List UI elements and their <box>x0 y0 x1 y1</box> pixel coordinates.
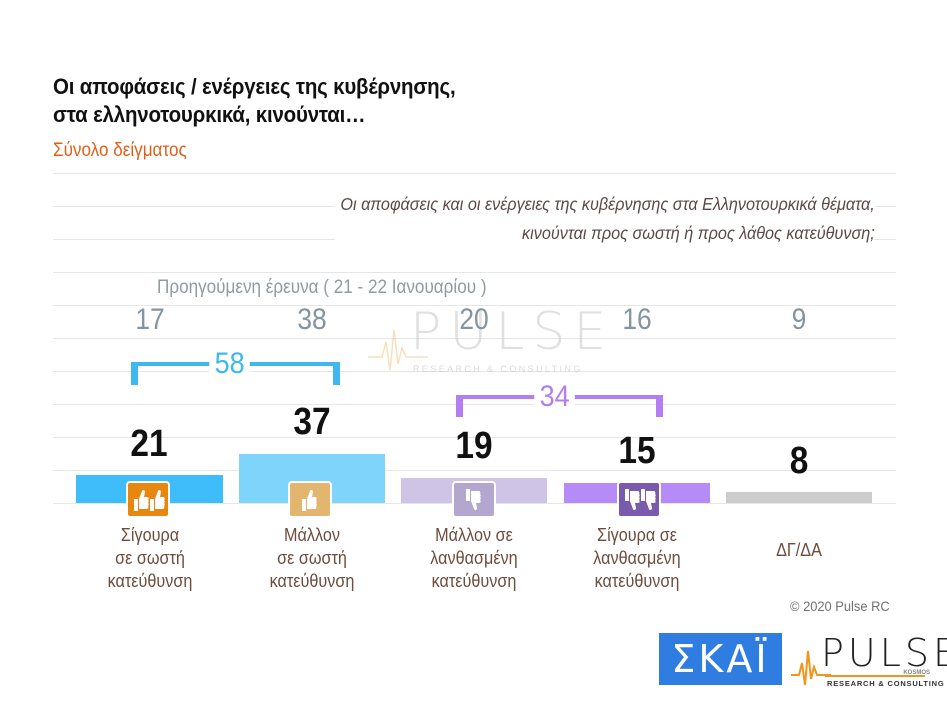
gridline <box>53 437 896 438</box>
pulse-logo-small: KOSMOS <box>903 670 930 676</box>
category-label-line: κατεύθυνση <box>594 571 680 591</box>
watermark-brand: PULSE <box>410 302 615 362</box>
title-line-1: Οι αποφάσεις / ενέργειες της κυβέρνησης, <box>53 74 456 99</box>
gridline <box>53 338 896 339</box>
previous-value: 17 <box>135 303 165 336</box>
category-label-line: Σίγουρα σε <box>597 525 677 545</box>
question-line-2: κινούνται προς σωστή ή προς λάθος κατεύθ… <box>522 223 875 243</box>
gridline <box>53 173 896 174</box>
gridline <box>53 404 896 405</box>
pulse-logo-line <box>825 675 925 677</box>
bracket-label: 34 <box>534 380 576 414</box>
category-label-line: Μάλλον <box>284 525 340 545</box>
title-line-2: στα ελληνοτουρκικά, κινούνται… <box>53 102 366 127</box>
pulse-logo-text: PULSE <box>821 631 947 675</box>
pulse-watermark: PULSE RESEARCH & CONSULTING <box>368 302 606 382</box>
gridline <box>53 305 896 306</box>
double-thumbs-up-icon <box>126 481 170 518</box>
bar-value: 8 <box>789 440 809 482</box>
category-label-line: κατεύθυνση <box>107 571 193 591</box>
bracket-label: 58 <box>209 347 251 381</box>
category-label-line: Μάλλον σε <box>435 525 513 545</box>
survey-question: Οι αποφάσεις και οι ενέργειες της κυβέρν… <box>335 190 875 248</box>
bracket-line <box>333 362 340 385</box>
gridline <box>53 371 896 372</box>
category-label-line: λανθασμένη <box>593 548 681 568</box>
category-label: ΔΓ/ΔΑ <box>727 539 871 562</box>
category-label-line: σε σωστή <box>115 548 185 568</box>
category-label: Σίγουρα σε σωστή κατεύθυνση <box>78 524 222 593</box>
category-label-line: κατεύθυνση <box>431 571 517 591</box>
category-label: Σίγουρα σε λανθασμένη κατεύθυνση <box>565 524 709 593</box>
thumbs-up-icon <box>288 481 332 518</box>
copyright: © 2020 Pulse RC <box>790 598 890 614</box>
pulse-wave-icon <box>368 329 428 371</box>
skai-logo: ΣΚΑΪ <box>659 633 782 685</box>
question-line-1: Οι αποφάσεις και οι ενέργειες της κυβέρν… <box>340 194 876 214</box>
category-label-line: σε σωστή <box>277 548 347 568</box>
category-label: Μάλλον σε σωστή κατεύθυνση <box>240 524 384 593</box>
watermark-sub: RESEARCH & CONSULTING <box>413 364 583 374</box>
category-label: Μάλλον σε λανθασμένη κατεύθυνση <box>402 524 546 593</box>
previous-survey-label: Προηγούμενη έρευνα ( 21 - 22 Ιανουαρίου … <box>157 277 487 299</box>
previous-value: 9 <box>791 303 807 336</box>
bar-value: 21 <box>130 423 168 465</box>
double-thumbs-down-icon <box>617 481 661 518</box>
chart-title: Οι αποφάσεις / ενέργειες της κυβέρνησης,… <box>53 73 456 129</box>
category-label-line: Σίγουρα <box>120 525 180 545</box>
bar-value: 19 <box>455 425 493 467</box>
bar <box>726 492 872 503</box>
category-label-line: ΔΓ/ΔΑ <box>776 540 822 560</box>
category-label-line: λανθασμένη <box>430 548 518 568</box>
pulse-logo: PULSE KOSMOS RESEARCH & CONSULTING <box>791 633 947 689</box>
previous-value: 16 <box>622 303 652 336</box>
chart-subtitle: Σύνολο δείγματος <box>53 140 187 161</box>
pulse-wave-icon <box>791 650 831 686</box>
gridline <box>53 470 896 471</box>
category-label-line: κατεύθυνση <box>269 571 355 591</box>
previous-value: 20 <box>459 303 489 336</box>
bar-value: 37 <box>293 401 331 443</box>
previous-value: 38 <box>297 303 327 336</box>
bar-value: 15 <box>618 430 656 472</box>
bracket-line <box>656 395 663 417</box>
gridline <box>53 272 896 273</box>
bracket-line <box>456 395 463 417</box>
pulse-logo-sub: RESEARCH & CONSULTING <box>827 679 945 688</box>
thumbs-down-icon <box>452 481 496 518</box>
bracket-line <box>131 362 138 385</box>
